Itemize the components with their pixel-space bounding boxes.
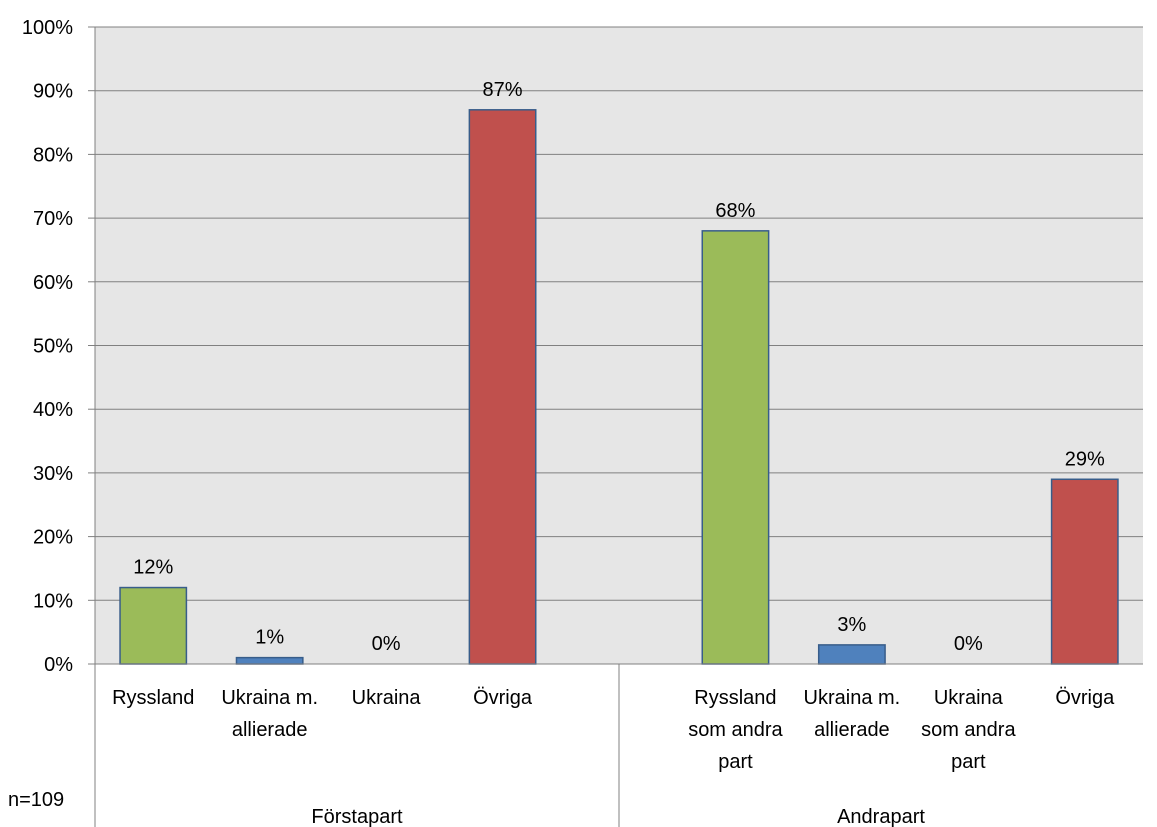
- bar: [817, 644, 886, 665]
- data-label: 1%: [255, 627, 284, 649]
- bar: [119, 586, 188, 665]
- axes: [94, 27, 1143, 827]
- category-label: som andra: [921, 719, 1016, 741]
- y-tick-label: 100%: [22, 17, 73, 39]
- category-label: Ukraina m.: [221, 687, 318, 709]
- sample-size-note: n=109: [8, 789, 65, 811]
- category-label: Övriga: [473, 687, 533, 709]
- gridlines: [95, 26, 1143, 601]
- y-tick-label: 80%: [33, 144, 73, 166]
- data-label: 3%: [837, 614, 866, 636]
- category-label: Övriga: [1055, 687, 1115, 709]
- bar: [468, 109, 537, 665]
- y-tick-label: 20%: [33, 527, 73, 549]
- y-tick-label: 40%: [33, 399, 73, 421]
- category-label: som andra: [688, 719, 783, 741]
- bar: [701, 230, 770, 665]
- category-label: Ukraina: [352, 687, 422, 709]
- category-label: part: [951, 751, 986, 773]
- y-axis-ticks: 0% 10% 20% 30% 40% 50% 60% 70% 80% 90% 100%: [22, 17, 95, 676]
- y-tick-label: 50%: [33, 336, 73, 358]
- y-tick-label: 90%: [33, 81, 73, 103]
- value-labels: 12% 1% 0% 87% 68% 3% 0% 29%: [133, 79, 1105, 655]
- category-labels: Ryssland Ukraina m. allierade Ukraina Övriga…: [112, 687, 1115, 773]
- category-label: Ukraina m.: [804, 687, 901, 709]
- bar: [235, 656, 304, 665]
- category-label: Ryssland: [694, 687, 776, 709]
- data-label: 0%: [954, 633, 983, 655]
- y-tick-label: 10%: [33, 590, 73, 612]
- data-label: 29%: [1065, 448, 1105, 470]
- group-label: Förstapart: [311, 806, 403, 827]
- data-label: 87%: [483, 79, 523, 101]
- data-label: 0%: [372, 633, 401, 655]
- y-tick-label: 60%: [33, 272, 73, 294]
- category-label: Ukraina: [934, 687, 1004, 709]
- group-label: Andrapart: [837, 806, 925, 827]
- y-tick-label: 30%: [33, 463, 73, 485]
- category-label: allierade: [232, 719, 308, 741]
- data-label: 68%: [715, 200, 755, 222]
- category-label: allierade: [814, 719, 890, 741]
- y-tick-label: 70%: [33, 208, 73, 230]
- bars: [119, 109, 1119, 665]
- category-label: part: [718, 751, 753, 773]
- group-labels: Förstapart Andrapart: [311, 806, 925, 827]
- category-label: Ryssland: [112, 687, 194, 709]
- y-tick-label: 0%: [44, 654, 73, 676]
- bar: [1050, 478, 1119, 665]
- data-label: 12%: [133, 557, 173, 579]
